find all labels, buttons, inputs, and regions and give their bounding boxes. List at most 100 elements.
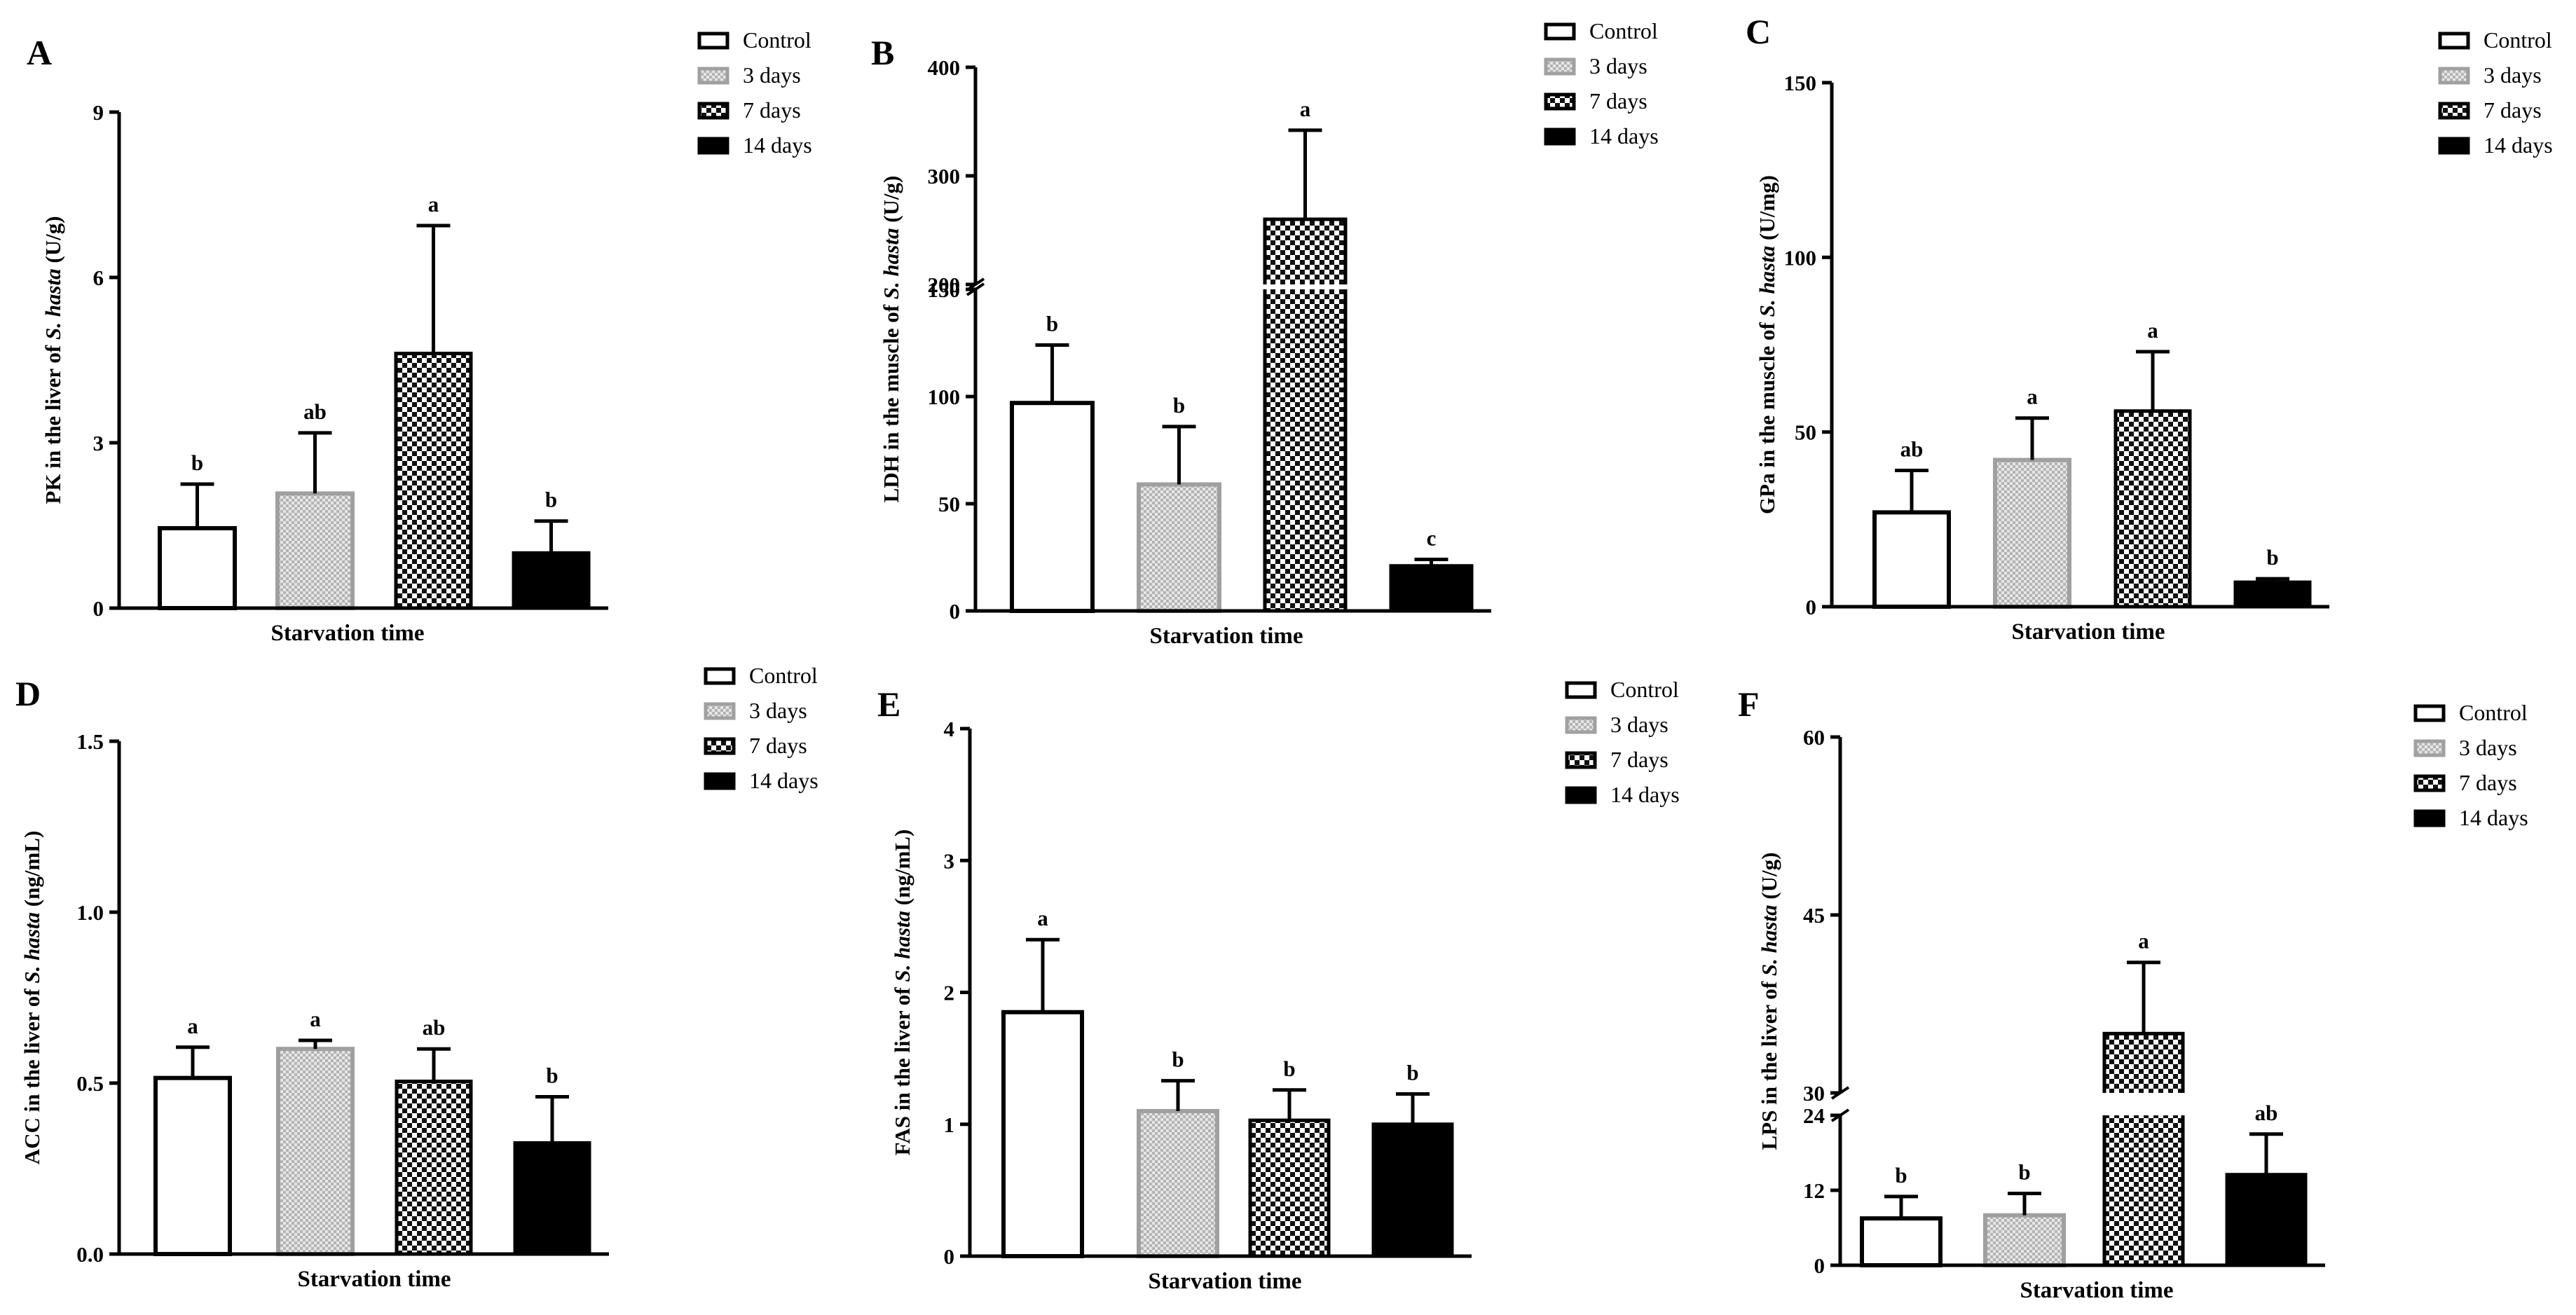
y-tick-label-f: 24 — [1803, 1103, 1825, 1128]
significance-label-e-4: b — [1406, 1060, 1418, 1085]
significance-label-e-2: b — [1172, 1047, 1184, 1072]
legend-swatch-b-1 — [1544, 22, 1576, 41]
legend-label-c-4: 14 days — [2483, 132, 2553, 158]
legend-label-a-2: 3 days — [743, 62, 801, 88]
legend-swatch-f-4 — [2413, 809, 2446, 827]
bar-c-1 — [1872, 510, 1951, 609]
significance-label-b-4: c — [1427, 526, 1437, 551]
y-tick-label-a: 9 — [93, 100, 104, 125]
y-tick-label-e: 2 — [944, 981, 955, 1005]
y-tick-label-a: 0 — [93, 596, 104, 621]
y-tick-label-f: 0 — [1814, 1253, 1825, 1278]
axes-layer — [109, 22, 2470, 1267]
y-tick-label-e: 0 — [944, 1244, 955, 1269]
x-axis-label-f: Starvation time — [2020, 1278, 2173, 1303]
legend-swatch-c-3 — [2438, 102, 2470, 120]
panel-letter-b: B — [871, 33, 894, 72]
bars-layer — [153, 128, 2312, 1267]
significance-label-f-1: b — [1895, 1163, 1907, 1187]
significance-label-d-4: b — [546, 1063, 558, 1088]
significance-label-b-3: a — [1300, 97, 1311, 121]
bar-d-3 — [395, 1080, 473, 1256]
y-axis-label-c: GPa in the muscle of S. hasta (U/mg) — [1755, 175, 1779, 514]
legend-label-e-4: 14 days — [1610, 782, 1680, 807]
bar-d-1 — [153, 1075, 232, 1257]
y-tick-label-f: 30 — [1803, 1081, 1825, 1106]
y-axis-label-e: FAS in the liver of S. hasta (ng/mL) — [890, 829, 914, 1156]
significance-label-a-2: ab — [303, 399, 327, 424]
y-tick-label-d: 0.0 — [76, 1242, 104, 1267]
bar-a-3 — [394, 352, 473, 610]
legend-swatch-d-4 — [704, 772, 736, 790]
bar-b-3 — [1263, 217, 1348, 613]
y-tick-label-b: 300 — [928, 164, 961, 188]
y-tick-label-f: 45 — [1803, 903, 1825, 928]
legend-swatch-a-4 — [697, 137, 729, 155]
panel-letter-c: C — [1746, 12, 1771, 51]
bar-a-1 — [158, 525, 237, 611]
significance-label-c-3: a — [2147, 318, 2158, 343]
legend-label-c-2: 3 days — [2483, 62, 2542, 88]
significance-label-b-2: b — [1173, 393, 1185, 418]
y-tick-label-f: 60 — [1803, 725, 1825, 750]
y-tick-label-b: 0 — [950, 599, 961, 624]
legend-swatch-d-2 — [704, 702, 736, 720]
y-tick-label-c: 100 — [1784, 245, 1817, 270]
legend-swatch-f-1 — [2413, 704, 2446, 722]
panel-letter-f: F — [1738, 684, 1760, 724]
legend-swatch-e-2 — [1565, 716, 1597, 734]
bar-b-4 — [1389, 564, 1474, 613]
legend-label-b-3: 7 days — [1589, 88, 1647, 113]
legend-label-a-1: Control — [743, 27, 811, 53]
legend-swatch-f-3 — [2413, 774, 2446, 792]
bar-a-4 — [512, 551, 591, 610]
legend-label-b-4: 14 days — [1589, 123, 1659, 149]
axis-break-gap-b — [1262, 284, 1348, 289]
significance-label-c-4: b — [2266, 545, 2278, 570]
bar-f-1 — [1860, 1216, 1943, 1267]
significance-label-e-3: b — [1283, 1056, 1295, 1081]
legend-label-e-2: 3 days — [1610, 712, 1669, 737]
significance-label-e-1: a — [1037, 906, 1048, 930]
legend-swatch-a-3 — [697, 102, 729, 120]
bar-c-2 — [1993, 457, 2071, 609]
significance-label-a-1: b — [191, 450, 203, 475]
significance-label-d-2: a — [310, 1007, 321, 1031]
bar-b-1 — [1010, 401, 1095, 613]
legend-swatch-f-2 — [2413, 739, 2446, 757]
legend-swatch-d-3 — [704, 737, 736, 755]
bar-d-4 — [513, 1141, 591, 1256]
legend-swatch-e-1 — [1565, 681, 1597, 699]
x-axis-label-c: Starvation time — [2011, 619, 2165, 645]
significance-label-c-2: a — [2027, 385, 2038, 409]
y-tick-label-e: 3 — [944, 848, 955, 873]
legend-label-f-4: 14 days — [2459, 805, 2528, 830]
legend-label-d-1: Control — [749, 663, 818, 688]
y-tick-label-d: 0.5 — [76, 1071, 104, 1096]
y-tick-label-b: 400 — [928, 55, 961, 80]
legend-swatch-c-2 — [2438, 67, 2470, 85]
significance-label-f-2: b — [2018, 1159, 2030, 1184]
bar-f-4 — [2225, 1173, 2308, 1267]
y-tick-label-b: 100 — [928, 385, 961, 409]
legend-swatch-a-1 — [697, 32, 729, 50]
y-axis-label-f: LPS in the liver of S. hasta (U/g) — [1757, 853, 1781, 1150]
panel-letter-a: A — [27, 33, 52, 72]
legend-swatch-b-2 — [1544, 57, 1576, 76]
legend-label-f-3: 7 days — [2459, 770, 2517, 795]
x-axis-label-d: Starvation time — [297, 1267, 451, 1292]
x-axis-label-e: Starvation time — [1148, 1269, 1301, 1294]
y-axis-label-a: PK in the liver of S. hasta (U/g) — [41, 216, 65, 504]
y-tick-label-d: 1.5 — [76, 729, 104, 754]
significance-label-b-1: b — [1046, 312, 1058, 336]
significance-label-a-3: a — [428, 192, 439, 216]
legend-label-b-2: 3 days — [1589, 53, 1647, 78]
significance-label-f-3: a — [2138, 929, 2149, 953]
significance-label-d-3: ab — [423, 1015, 446, 1040]
significance-label-f-4: ab — [2255, 1101, 2278, 1125]
legend-label-d-4: 14 days — [749, 768, 818, 793]
bar-f-3 — [2102, 1031, 2185, 1267]
legend-label-a-3: 7 days — [743, 97, 801, 123]
y-tick-label-b: 150 — [928, 277, 961, 302]
